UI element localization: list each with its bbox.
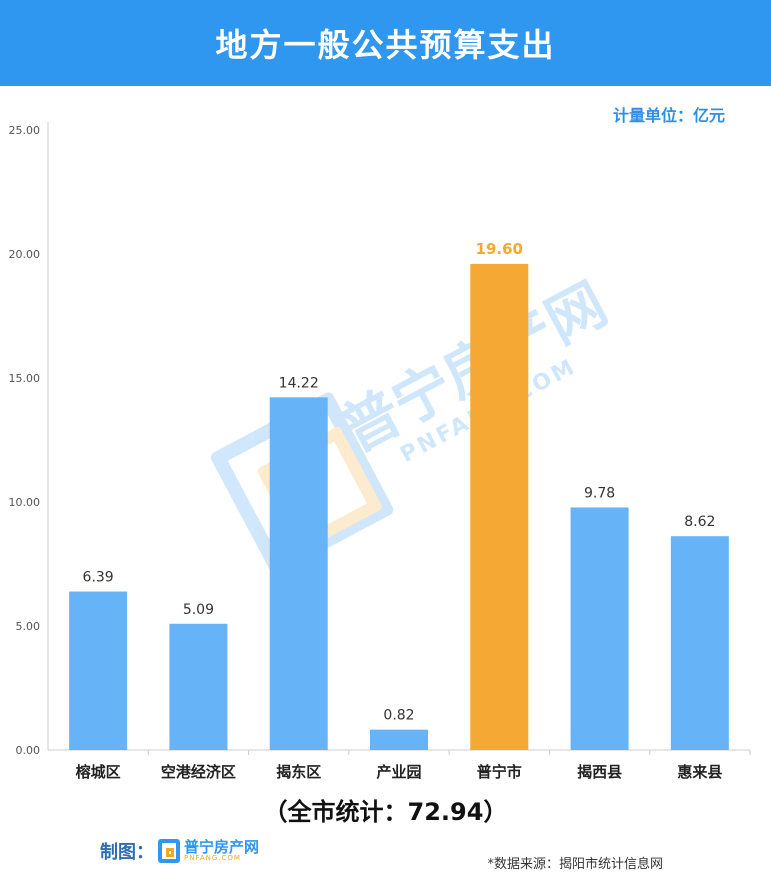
bar-value-label: 19.60: [476, 240, 523, 258]
x-category-label: 产业园: [376, 763, 421, 781]
bar-value-label: 9.78: [584, 485, 615, 501]
bar-0: [69, 591, 128, 750]
y-tick-label: 15.00: [9, 372, 41, 385]
page-title: 地方一般公共预算支出: [215, 26, 556, 64]
x-category-label: 惠来县: [677, 763, 722, 781]
x-category-label: 空港经济区: [161, 763, 236, 781]
y-tick-label: 0.00: [16, 744, 41, 757]
brand-logo: 普宁房产网 PNFANG.COM: [158, 839, 259, 863]
x-category-label: 揭东区: [276, 763, 321, 781]
bar-value-label: 8.62: [684, 514, 715, 530]
bar-1: [169, 623, 228, 750]
bar-value-label: 0.82: [383, 708, 414, 724]
bar-value-label: 14.22: [279, 375, 319, 391]
total-label: （全市统计：72.94）: [263, 798, 508, 826]
y-tick-label: 25.00: [9, 124, 41, 137]
y-tick-label: 10.00: [9, 496, 41, 509]
bar-2: [269, 397, 328, 750]
data-source: *数据来源：揭阳市统计信息网: [487, 857, 663, 872]
logo-subtext: PNFANG.COM: [184, 854, 241, 862]
bar-value-label: 6.39: [83, 570, 114, 586]
bar-5: [570, 507, 629, 750]
x-category-label: 榕城区: [76, 763, 121, 781]
logo-text: 普宁房产网: [184, 838, 260, 856]
unit-label: 计量单位：亿元: [612, 106, 725, 125]
header-banner: 地方一般公共预算支出: [0, 0, 771, 86]
bar-4: [470, 263, 529, 750]
credit-label: 制图：: [100, 842, 154, 863]
house-logo-icon: [158, 839, 180, 863]
y-tick-label: 5.00: [16, 620, 41, 633]
bar-3: [370, 729, 428, 750]
credit: 制图： 普宁房产网 PNFANG.COM: [100, 838, 259, 864]
x-category-label: 揭西县: [577, 763, 622, 781]
y-tick-label: 20.00: [9, 248, 41, 261]
bar-value-label: 5.09: [183, 602, 214, 618]
bar-6: [670, 536, 729, 750]
bar-chart: 0.00 5.00 10.00 15.00 20.00 25.00 6.39 榕城区 5.09 空…: [9, 122, 751, 781]
x-category-label: 普宁市: [477, 763, 522, 781]
